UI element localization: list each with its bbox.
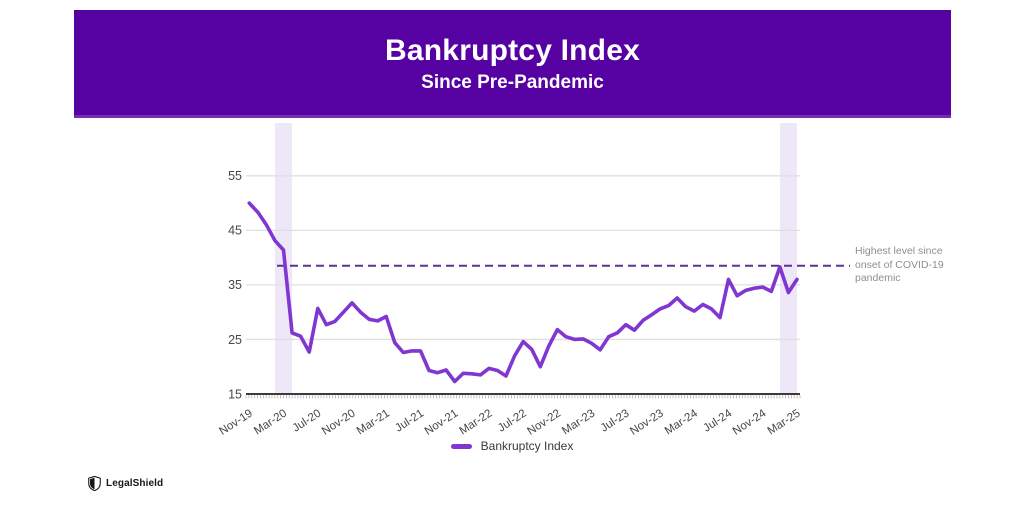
svg-text:Nov-22: Nov-22 <box>525 407 563 437</box>
x-axis-ticks <box>245 395 801 399</box>
svg-text:Nov-24: Nov-24 <box>731 407 769 438</box>
svg-text:25: 25 <box>228 333 242 347</box>
svg-text:Jul-21: Jul-21 <box>393 407 426 434</box>
svg-text:Nov-19: Nov-19 <box>217 407 255 437</box>
y-axis-labels: 15 25 35 45 55 <box>228 169 242 401</box>
header-banner: Bankruptcy Index Since Pre-Pandemic <box>74 10 951 118</box>
svg-text:Nov-20: Nov-20 <box>320 407 358 437</box>
svg-text:15: 15 <box>228 387 242 401</box>
svg-text:Nov-23: Nov-23 <box>628 407 666 437</box>
svg-text:Jul-22: Jul-22 <box>496 407 529 434</box>
legend-label: Bankruptcy Index <box>480 439 574 453</box>
svg-text:Mar-23: Mar-23 <box>560 407 597 437</box>
svg-text:Jul-20: Jul-20 <box>291 407 324 434</box>
highlight-bands <box>274 123 797 394</box>
svg-text:55: 55 <box>228 169 242 183</box>
reference-annotation: Highest level since onset of COVID-19 pa… <box>855 245 944 284</box>
svg-text:45: 45 <box>228 224 242 238</box>
svg-text:Mar-20: Mar-20 <box>252 407 289 437</box>
svg-text:Mar-21: Mar-21 <box>355 407 392 437</box>
svg-text:Mar-25: Mar-25 <box>766 407 803 437</box>
y-gridlines <box>246 175 800 341</box>
legend-line-swatch <box>450 443 472 449</box>
brand-name: LegalShield <box>106 478 164 489</box>
svg-text:Jul-23: Jul-23 <box>599 407 632 434</box>
brand-logo: LegalShield <box>88 476 163 491</box>
legend: Bankruptcy Index <box>0 439 1024 453</box>
line-series-bankruptcy-index <box>247 201 799 384</box>
chart-subtitle: Since Pre-Pandemic <box>421 72 604 93</box>
svg-text:Mar-24: Mar-24 <box>663 407 701 437</box>
shield-icon <box>88 476 101 491</box>
svg-text:Mar-22: Mar-22 <box>457 407 494 437</box>
svg-text:Jul-24: Jul-24 <box>701 407 734 434</box>
svg-text:35: 35 <box>228 278 242 292</box>
chart-title: Bankruptcy Index <box>385 34 640 67</box>
svg-text:Nov-21: Nov-21 <box>423 407 461 437</box>
